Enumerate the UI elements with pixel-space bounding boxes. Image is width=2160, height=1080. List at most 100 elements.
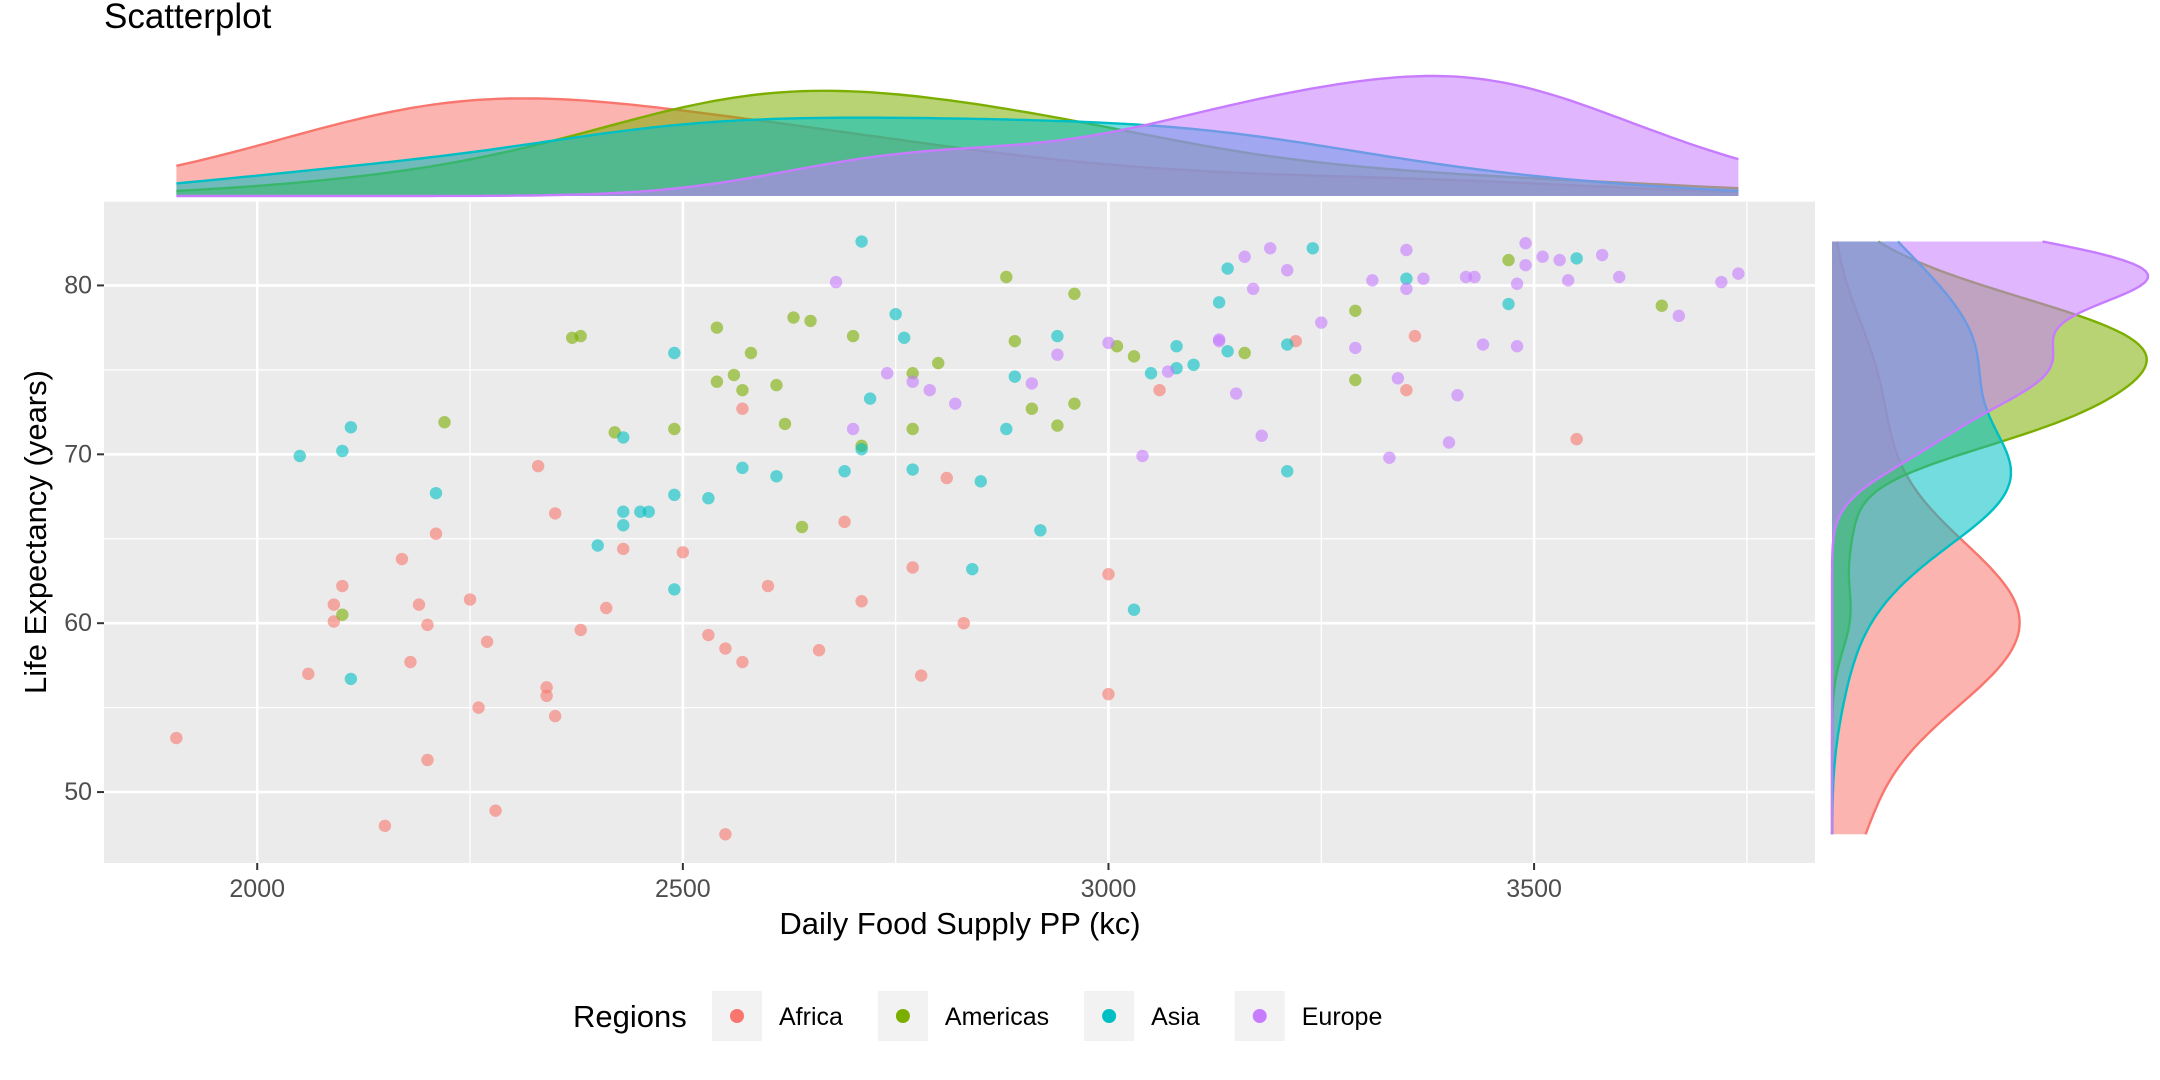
data-point-europe — [1238, 250, 1251, 263]
data-point-europe — [880, 367, 894, 380]
data-point-europe — [1255, 429, 1268, 442]
data-point-europe — [1102, 336, 1115, 350]
data-point-asia — [1212, 296, 1226, 309]
y-tick-label: 50 — [64, 778, 92, 806]
data-point-europe — [1051, 348, 1064, 361]
right-density-area-europe — [1832, 241, 2148, 835]
data-point-africa — [1570, 432, 1583, 446]
data-point-asia — [1570, 252, 1583, 265]
data-point-europe — [1442, 436, 1456, 449]
data-point-europe — [1366, 274, 1379, 287]
data-point-asia — [1170, 340, 1183, 353]
data-point-asia — [1051, 329, 1064, 343]
legend-swatch-africa — [730, 1009, 744, 1023]
data-point-europe — [1315, 316, 1328, 329]
data-point-europe — [1417, 272, 1430, 285]
plot-panel — [104, 201, 1815, 863]
data-point-europe — [1281, 264, 1294, 277]
data-point-americas — [846, 329, 860, 343]
data-point-africa — [719, 828, 732, 841]
legend-label-africa: Africa — [779, 1003, 843, 1031]
data-point-asia — [668, 346, 681, 360]
data-point-asia — [906, 463, 919, 476]
x-tick-label: 2000 — [229, 875, 285, 903]
data-point-americas — [574, 329, 587, 343]
data-point-africa — [540, 689, 553, 703]
data-point-europe — [1400, 243, 1413, 257]
data-point-europe — [1715, 275, 1728, 289]
data-point-africa — [574, 623, 587, 637]
data-point-americas — [668, 422, 681, 436]
data-point-americas — [736, 383, 749, 397]
data-point-africa — [395, 552, 409, 566]
axes: 2000 2500 3000 3500 50 60 70 80 — [64, 271, 1562, 903]
data-point-americas — [787, 311, 800, 324]
data-point-asia — [1400, 272, 1413, 285]
data-point-europe — [1025, 377, 1039, 390]
data-point-americas — [744, 346, 758, 360]
data-point-africa — [327, 615, 341, 628]
data-point-asia — [591, 539, 604, 552]
y-tick-label: 70 — [64, 440, 92, 468]
data-point-asia — [702, 492, 715, 505]
chart-title: Scatterplot — [104, 0, 272, 36]
data-point-africa — [302, 667, 315, 681]
data-point-africa — [1102, 687, 1115, 701]
y-axis-title: Life Expectancy (years) — [18, 370, 53, 694]
legend-label-asia: Asia — [1151, 1003, 1200, 1031]
data-point-americas — [1502, 253, 1515, 267]
data-point-asia — [897, 331, 911, 344]
data-point-asia — [634, 505, 647, 518]
data-point-asia — [1008, 370, 1022, 383]
data-point-americas — [1025, 402, 1039, 415]
data-point-asia — [344, 421, 358, 434]
data-point-europe — [1229, 387, 1243, 400]
y-tick-label: 80 — [64, 271, 92, 299]
data-point-asia — [668, 583, 681, 596]
data-point-africa — [336, 579, 349, 593]
data-point-europe — [1613, 270, 1626, 284]
data-point-europe — [1264, 242, 1277, 255]
data-point-africa — [914, 669, 928, 682]
data-point-africa — [855, 595, 868, 608]
data-point-asia — [1281, 338, 1294, 351]
grid-lines — [104, 200, 1815, 863]
data-point-americas — [1349, 304, 1362, 317]
data-point-asia — [668, 488, 681, 502]
data-point-africa — [906, 561, 919, 574]
data-point-asia — [855, 235, 868, 248]
legend-swatch-europe — [1252, 1009, 1267, 1023]
data-point-africa — [702, 628, 715, 642]
data-point-africa — [600, 601, 613, 615]
data-point-asia — [336, 444, 349, 458]
data-point-africa — [719, 642, 732, 655]
data-point-europe — [846, 422, 860, 436]
data-point-americas — [804, 314, 817, 328]
data-point-americas — [1051, 419, 1064, 432]
data-point-europe — [1672, 309, 1686, 323]
data-point-africa — [548, 709, 562, 723]
data-point-europe — [1459, 270, 1473, 284]
data-point-europe — [829, 275, 843, 289]
data-point-europe — [1595, 248, 1609, 262]
x-axis-title: Daily Food Supply PP (kc) — [779, 906, 1140, 941]
data-point-europe — [1349, 341, 1362, 355]
data-point-europe — [1553, 253, 1566, 267]
data-point-asia — [293, 449, 306, 463]
data-point-africa — [940, 471, 953, 485]
data-point-americas — [770, 378, 783, 392]
x-tick-label: 3000 — [1081, 875, 1137, 903]
legend-swatch-americas — [895, 1009, 910, 1023]
data-point-europe — [949, 397, 962, 410]
data-point-asia — [1127, 603, 1141, 616]
data-point-africa — [421, 618, 434, 632]
data-point-americas — [906, 422, 919, 436]
data-point-africa — [957, 616, 970, 630]
legend: Regions Africa Americas Asia Europe — [573, 991, 1382, 1041]
data-point-asia — [855, 443, 868, 456]
data-point-europe — [1391, 372, 1405, 385]
data-point-africa — [327, 598, 341, 611]
data-point-europe — [923, 383, 936, 397]
